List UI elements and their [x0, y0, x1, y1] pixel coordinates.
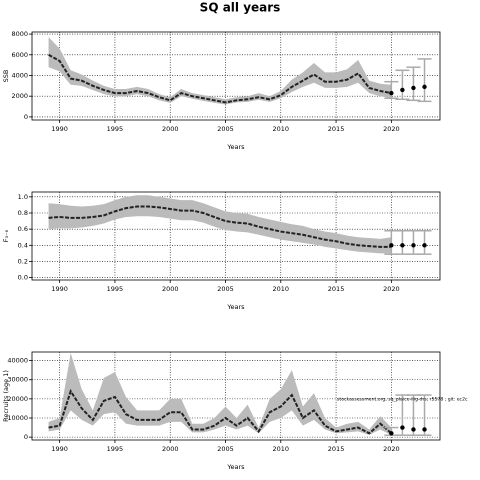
- x-tick-label: 2010: [273, 285, 290, 293]
- x-tick-label: 2010: [273, 445, 290, 453]
- y-tick-label: 1.0: [18, 193, 28, 201]
- x-tick-label: 2005: [217, 125, 234, 133]
- projection-point: [422, 243, 427, 248]
- y-tick-label: 0.4: [18, 241, 28, 249]
- y-tick-label: 0: [24, 433, 28, 441]
- y-tick-label: 6000: [11, 51, 28, 59]
- projection-point: [411, 427, 416, 432]
- confidence-band: [48, 37, 392, 105]
- y-tick-label: 40000: [7, 357, 28, 365]
- estimate-line: [48, 205, 392, 248]
- axes-frame: [31, 351, 441, 441]
- y-axis-label: F₃₋₆: [2, 229, 10, 242]
- projection-point: [422, 84, 427, 90]
- confidence-band: [48, 352, 392, 436]
- y-tick-label: 2000: [11, 92, 28, 100]
- y-tick-label: 4000: [11, 71, 28, 79]
- confidence-band: [48, 195, 392, 254]
- x-tick-label: 1995: [107, 445, 124, 453]
- projection-point: [411, 85, 416, 91]
- projection-point: [400, 87, 405, 93]
- x-tick-label: 2005: [217, 285, 234, 293]
- estimate-line: [48, 388, 393, 435]
- projection-point: [389, 431, 394, 436]
- x-tick-label: 2010: [273, 125, 290, 133]
- y-tick-label: 8000: [11, 30, 28, 38]
- x-tick-label: 2020: [383, 285, 400, 293]
- x-tick-label: 1990: [51, 125, 68, 133]
- x-tick-label: 2020: [383, 125, 400, 133]
- projection-point: [389, 90, 394, 96]
- x-tick-label: 2000: [162, 285, 179, 293]
- y-tick-label: 30000: [7, 376, 28, 384]
- y-tick-label: 0.2: [18, 257, 28, 265]
- x-tick-label: 2015: [328, 125, 345, 133]
- x-axis-label: Years: [226, 143, 245, 151]
- projection-point: [400, 425, 405, 430]
- y-tick-label: 10000: [7, 414, 28, 422]
- x-axis-label: Years: [226, 463, 245, 471]
- projection-point: [389, 243, 394, 248]
- projection-point: [400, 243, 405, 248]
- x-tick-label: 2020: [383, 445, 400, 453]
- x-tick-label: 2000: [162, 445, 179, 453]
- x-tick-label: 1990: [51, 445, 68, 453]
- y-axis-label: Recruits (age 1): [2, 370, 10, 422]
- y-axis-label: SSB: [2, 70, 10, 83]
- x-tick-label: 1995: [107, 285, 124, 293]
- estimate-line: [48, 53, 392, 104]
- x-tick-label: 2015: [328, 285, 345, 293]
- y-tick-label: 0.6: [18, 225, 28, 233]
- axes-frame: [31, 191, 441, 281]
- x-tick-label: 2015: [328, 445, 345, 453]
- x-tick-label: 1990: [51, 285, 68, 293]
- chart-title: SQ all years: [200, 1, 281, 15]
- x-axis-label: Years: [226, 303, 245, 311]
- projection-point: [422, 427, 427, 432]
- y-tick-label: 0.8: [18, 209, 28, 217]
- y-tick-label: 0.0: [18, 274, 28, 282]
- x-tick-label: 1995: [107, 125, 124, 133]
- y-tick-label: 0: [24, 113, 28, 121]
- axes-frame: [31, 31, 441, 121]
- x-tick-label: 2000: [162, 125, 179, 133]
- projection-point: [411, 243, 416, 248]
- annotation: stockassessment.org, sq_plaice-iiig-drs,…: [337, 397, 468, 403]
- y-tick-label: 20000: [7, 395, 28, 403]
- x-tick-label: 2005: [217, 445, 234, 453]
